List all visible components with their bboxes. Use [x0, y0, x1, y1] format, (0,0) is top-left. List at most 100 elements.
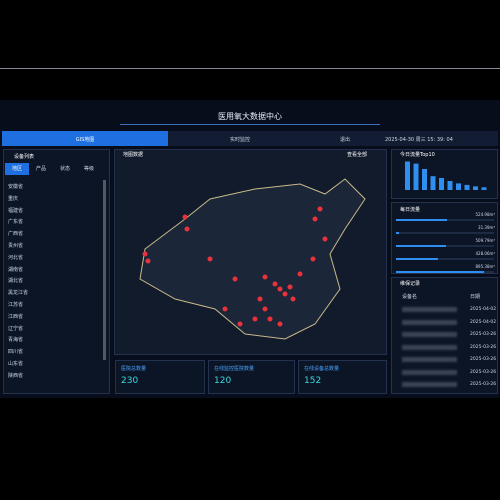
bar: [405, 161, 410, 190]
list-item[interactable]: 青海省: [8, 337, 24, 344]
blurred-name: [402, 319, 457, 325]
stat-label: 医院总数量: [121, 366, 147, 372]
blurred-name: [402, 357, 457, 362]
list-tab[interactable]: 状态: [59, 166, 70, 172]
list-item[interactable]: 黑龙江省: [8, 290, 29, 297]
map-pin: [267, 316, 273, 322]
blurred-name: [402, 369, 457, 375]
stat-card: [115, 360, 205, 394]
list-tab[interactable]: 等级: [83, 166, 94, 172]
map-pin: [287, 284, 293, 290]
flow-bar: [396, 219, 448, 221]
bar: [456, 183, 461, 190]
stat-card: [208, 360, 295, 394]
list-item[interactable]: 贵州省: [8, 243, 24, 249]
map-pin: [272, 281, 278, 287]
blurred-name: [402, 307, 457, 312]
list-tab[interactable]: 地区: [5, 163, 29, 175]
map-pin: [322, 236, 328, 242]
blurred-name: [402, 344, 457, 350]
bar: [430, 176, 436, 190]
list-item[interactable]: 河北省: [8, 254, 24, 261]
tab[interactable]: 退出: [340, 137, 351, 143]
stat-value: 120: [214, 376, 232, 386]
list-item[interactable]: 陕西省: [8, 372, 24, 379]
panel-title: 设备列表: [14, 154, 35, 160]
datetime: 2025-04-30 周三 15: 39: 04: [385, 137, 453, 143]
flow-value: 509.79m³: [475, 238, 496, 243]
list-item[interactable]: 山东省: [8, 361, 24, 367]
list-item[interactable]: 湖南省: [8, 266, 24, 273]
stat-label: 在线设备总数量: [304, 366, 340, 372]
bar: [481, 187, 487, 190]
bar-chart: [405, 161, 487, 190]
flow-track: [396, 258, 494, 260]
bar: [413, 163, 419, 190]
tab-active[interactable]: [2, 131, 168, 146]
map-pin: [277, 321, 283, 327]
map-pin: [222, 306, 228, 312]
map-pin: [252, 316, 258, 322]
map-pin: [317, 206, 323, 212]
maint-date: 2025-04-02: [470, 307, 497, 312]
list-item[interactable]: 安徽省: [8, 184, 24, 190]
title: 医用氧大数据中心: [218, 112, 282, 121]
map-pin: [277, 286, 283, 292]
top-line: [0, 68, 500, 69]
list-item[interactable]: 重庆: [8, 195, 19, 202]
bar: [447, 181, 453, 190]
bar: [439, 178, 444, 190]
map-pin: [257, 296, 263, 302]
bar: [422, 169, 427, 190]
list-item[interactable]: 辽宁省: [8, 325, 24, 332]
maint-date: 2025-04-02: [470, 319, 497, 325]
map-pin: [282, 291, 288, 297]
panel-title: 每日流量: [400, 207, 421, 213]
tab[interactable]: GIS地图: [75, 137, 95, 143]
blurred-name: [402, 332, 457, 337]
bar: [473, 186, 478, 190]
col-header: 日期: [470, 294, 481, 300]
list-item[interactable]: 广西省: [8, 231, 24, 238]
list-item[interactable]: 湖北省: [8, 278, 24, 285]
map-pin: [182, 214, 188, 220]
flow-value: 895.38m³: [475, 264, 496, 269]
country-outline: [139, 178, 366, 340]
flow-value: 31.39m³: [478, 225, 495, 230]
list-item[interactable]: 广东省: [8, 219, 24, 226]
flow-bar: [396, 258, 438, 260]
maint-date: 2025-03-26: [470, 382, 497, 387]
list-tab[interactable]: 产品: [35, 166, 46, 172]
map-pin: [232, 276, 238, 282]
tab[interactable]: 实时监控: [230, 137, 251, 143]
flow-bar: [396, 232, 400, 234]
map-pin: [145, 258, 151, 264]
stat-label: 在线监控医院数量: [214, 366, 255, 372]
flow-bar: [396, 245, 446, 247]
list-item[interactable]: 江苏省: [8, 302, 24, 308]
flow-bar: [396, 271, 484, 273]
map-pin: [262, 306, 268, 312]
list-item[interactable]: 四川省: [8, 349, 24, 356]
map-pin: [312, 216, 318, 222]
map-pin: [184, 226, 190, 232]
stat-value: 230: [121, 376, 139, 386]
flow-value: 428.06m³: [475, 251, 496, 256]
map-pin: [310, 256, 316, 262]
blurred-name: [402, 382, 457, 387]
map-pin: [207, 256, 213, 262]
view-all[interactable]: 查看全部: [347, 152, 368, 158]
map-pin: [237, 321, 243, 327]
device-panel: [3, 149, 110, 394]
list-item[interactable]: 福建省: [8, 207, 24, 214]
maint-date: 2025-03-26: [470, 369, 497, 375]
list-item[interactable]: 江西省: [8, 313, 24, 320]
map-pin: [262, 274, 268, 280]
scrollbar[interactable]: [103, 180, 106, 360]
panel-title: 地图数据: [123, 152, 144, 158]
map-pin: [297, 271, 303, 277]
bar: [464, 184, 470, 190]
flow-track: [396, 232, 494, 234]
map-pin: [142, 251, 148, 257]
flow-value: 524.98m³: [475, 212, 496, 217]
